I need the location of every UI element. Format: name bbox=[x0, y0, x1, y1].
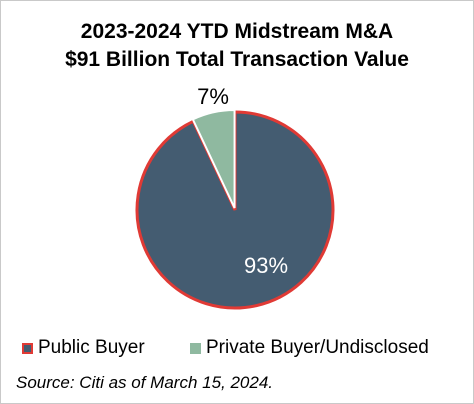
pie-slice-public-buyer bbox=[135, 110, 335, 310]
legend-swatch-private-buyer bbox=[190, 342, 201, 354]
data-label-private-buyer: 7% bbox=[197, 84, 229, 109]
legend-item-private-buyer: Private Buyer/Undisclosed bbox=[190, 337, 429, 359]
chart-subtitle: $91 Billion Total Transaction Value bbox=[65, 48, 409, 71]
data-label-public-buyer: 93% bbox=[244, 253, 288, 278]
legend-item-public-buyer: Public Buyer bbox=[22, 337, 145, 359]
legend-label-private-buyer: Private Buyer/Undisclosed bbox=[206, 337, 429, 358]
source-note: Source: Citi as of March 15, 2024. bbox=[16, 373, 274, 392]
legend-swatch-public-buyer bbox=[22, 342, 33, 354]
chart-title: 2023-2024 YTD Midstream M&A bbox=[80, 20, 394, 43]
legend-label-public-buyer: Public Buyer bbox=[38, 337, 145, 358]
pie-slice-private-buyer bbox=[191, 109, 236, 209]
